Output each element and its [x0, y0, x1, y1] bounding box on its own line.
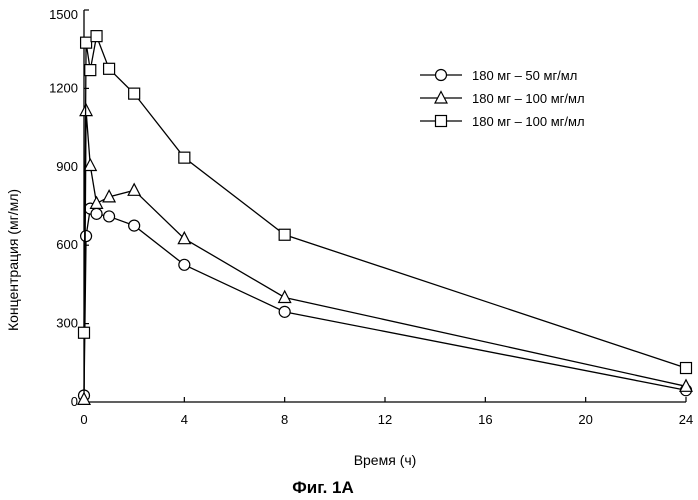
data-point-square	[85, 65, 96, 76]
data-point-square	[681, 363, 692, 374]
legend-marker-circle	[436, 70, 447, 81]
data-point-triangle	[91, 197, 103, 209]
data-point-circle	[91, 208, 102, 219]
data-point-square	[79, 327, 90, 338]
y-tick-label: 1500	[49, 7, 78, 22]
x-tick-label: 8	[281, 412, 288, 427]
x-tick-label: 12	[378, 412, 392, 427]
legend-entry-label: 180 мг – 100 мг/мл	[472, 91, 585, 106]
x-tick-label: 20	[578, 412, 592, 427]
x-tick-label: 24	[679, 412, 693, 427]
x-axis-label: Время (ч)	[354, 452, 417, 468]
data-point-square	[81, 37, 92, 48]
data-point-triangle	[128, 184, 140, 196]
legend-entry-label: 180 мг – 100 мг/мл	[472, 114, 585, 129]
series-circle	[79, 203, 692, 401]
legend: 180 мг – 50 мг/мл 180 мг – 100 мг/мл 180 м…	[420, 68, 585, 129]
data-point-circle	[104, 211, 115, 222]
x-tick-label: 4	[181, 412, 188, 427]
y-tick-label: 1200	[49, 80, 78, 95]
data-point-circle	[129, 220, 140, 231]
y-tick-label: 300	[56, 316, 78, 331]
series-square	[79, 31, 692, 374]
figure-caption: Фиг. 1А	[292, 478, 354, 497]
data-point-square	[179, 152, 190, 163]
series-line-triangle	[84, 111, 686, 400]
data-point-circle	[279, 306, 290, 317]
data-point-triangle	[279, 291, 291, 303]
y-tick-label: 0	[71, 394, 78, 409]
data-point-square	[129, 88, 140, 99]
data-point-circle	[179, 259, 190, 270]
x-tick-label: 16	[478, 412, 492, 427]
y-axis-label: Концентрация (мг/мл)	[5, 189, 21, 331]
y-tick-label: 900	[56, 159, 78, 174]
axes: 0 300 600 900 1200 1500 0 4 8 12 16 20 24	[49, 7, 693, 427]
series-layer	[78, 31, 692, 405]
data-point-circle	[81, 231, 92, 242]
y-tick-label: 600	[56, 237, 78, 252]
data-point-square	[104, 63, 115, 74]
series-line-square	[84, 36, 686, 368]
legend-marker-square	[436, 116, 447, 127]
data-point-square	[279, 229, 290, 240]
series-line-circle	[84, 209, 686, 396]
data-point-square	[91, 31, 102, 42]
x-tick-label: 0	[80, 412, 87, 427]
legend-marker-triangle	[435, 92, 447, 104]
legend-entry-label: 180 мг – 50 мг/мл	[472, 68, 577, 83]
